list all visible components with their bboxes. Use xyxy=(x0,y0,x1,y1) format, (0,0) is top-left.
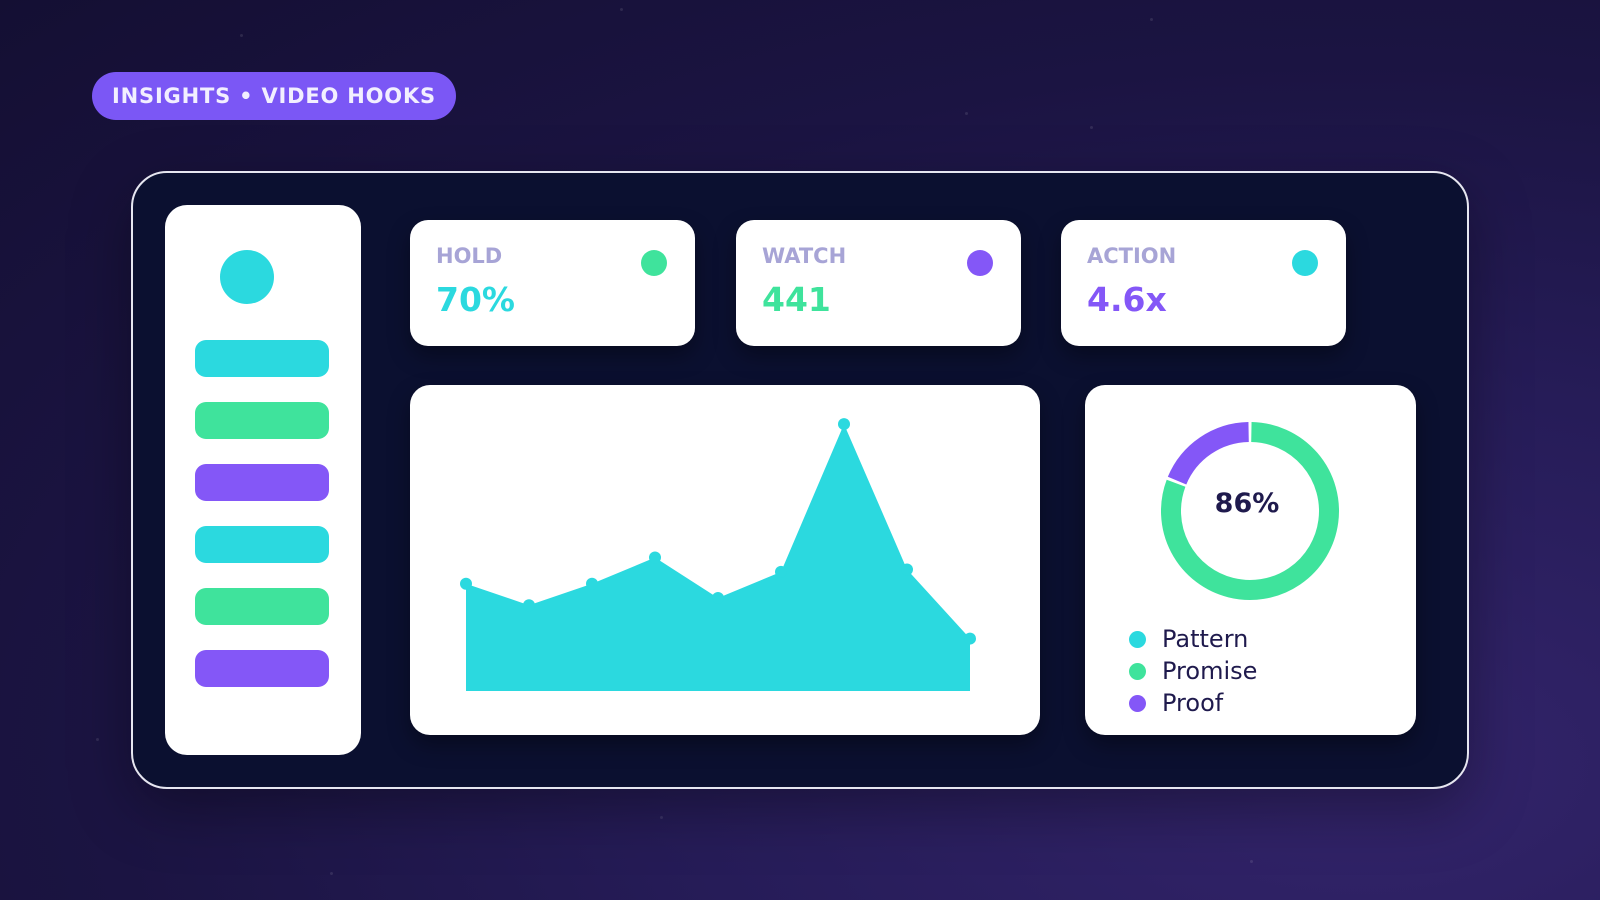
area-chart xyxy=(460,418,976,691)
stat-label: HOLD xyxy=(436,244,503,268)
sidebar-item[interactable] xyxy=(195,526,329,563)
sidebar-item[interactable] xyxy=(195,588,329,625)
stat-value: 441 xyxy=(762,280,831,319)
stat-value: 70% xyxy=(436,280,515,319)
area-data-point[interactable] xyxy=(901,563,913,576)
stat-card-hold: HOLD 70% xyxy=(410,220,695,346)
sidebar-item[interactable] xyxy=(195,340,329,377)
area-data-point[interactable] xyxy=(586,577,598,590)
legend-item: Promise xyxy=(1129,655,1257,687)
donut-chart-card: 86% Pattern Promise Proof xyxy=(1085,385,1416,735)
area-chart-card xyxy=(410,385,1040,735)
background-speck xyxy=(240,34,243,37)
legend-dot xyxy=(1129,694,1146,712)
sidebar xyxy=(165,205,361,755)
stat-label: WATCH xyxy=(762,244,847,268)
background-speck xyxy=(1250,860,1253,863)
legend-label: Pattern xyxy=(1162,625,1249,653)
legend-item: Pattern xyxy=(1129,623,1257,655)
stat-label: ACTION xyxy=(1087,244,1177,268)
section-badge-text: INSIGHTS • VIDEO HOOKS xyxy=(112,84,436,108)
status-dot xyxy=(1292,250,1318,276)
legend-label: Promise xyxy=(1162,657,1258,685)
background-speck xyxy=(1150,18,1153,21)
background-speck xyxy=(620,8,623,11)
area-data-point[interactable] xyxy=(964,632,976,645)
background-speck xyxy=(1090,126,1093,129)
background-speck xyxy=(965,112,968,115)
area-data-point[interactable] xyxy=(649,551,661,564)
legend-dot xyxy=(1129,662,1146,680)
donut-center-value: 86% xyxy=(1214,488,1280,519)
legend-label: Proof xyxy=(1162,689,1224,717)
background-speck xyxy=(330,872,333,875)
background-speck xyxy=(660,816,663,819)
stat-card-watch: WATCH 441 xyxy=(736,220,1021,346)
background-speck xyxy=(96,738,99,741)
area-series-fill xyxy=(466,424,970,691)
status-dot xyxy=(641,250,667,276)
area-data-point[interactable] xyxy=(775,565,787,578)
donut-chart xyxy=(1161,422,1339,600)
area-data-point[interactable] xyxy=(460,577,472,590)
sidebar-item[interactable] xyxy=(195,650,329,687)
donut-legend: Pattern Promise Proof xyxy=(1129,623,1257,719)
donut-segment[interactable] xyxy=(1161,422,1339,600)
stat-value: 4.6x xyxy=(1087,280,1167,319)
area-data-point[interactable] xyxy=(838,418,850,431)
donut-segment[interactable] xyxy=(1167,422,1250,485)
legend-dot xyxy=(1129,630,1146,648)
sidebar-item[interactable] xyxy=(195,402,329,439)
status-dot xyxy=(967,250,993,276)
stat-card-action: ACTION 4.6x xyxy=(1061,220,1346,346)
area-data-point[interactable] xyxy=(712,592,724,605)
avatar[interactable] xyxy=(220,250,274,304)
area-data-point[interactable] xyxy=(523,599,535,612)
section-badge: INSIGHTS • VIDEO HOOKS xyxy=(92,72,456,120)
sidebar-item[interactable] xyxy=(195,464,329,501)
legend-item: Proof xyxy=(1129,687,1257,719)
